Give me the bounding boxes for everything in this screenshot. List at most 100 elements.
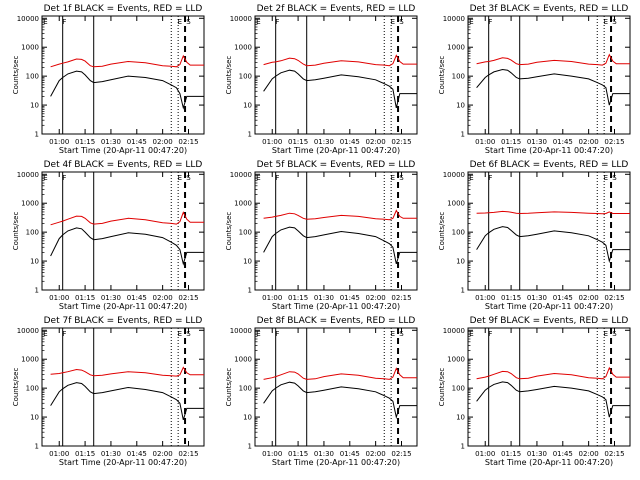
x-tick-label: 02:00: [366, 138, 386, 146]
marker-letter: F: [62, 330, 66, 338]
x-tick-label: 02:15: [604, 294, 624, 302]
x-axis-label: Start Time (20-Apr-11 00:47:20): [59, 146, 187, 155]
x-tick-label: 01:30: [101, 294, 121, 302]
x-tick-label: 01:45: [553, 294, 573, 302]
detector-panel-3: Det 3f BLACK = Events, RED = LLD 1 10 100 10…: [438, 4, 631, 155]
panel-frame: [41, 171, 205, 291]
y-axis-label: Counts/sec: [225, 368, 233, 407]
marker-letter: E: [256, 18, 260, 26]
x-tick-label: 01:15: [288, 294, 308, 302]
y-tick-label: 10: [456, 414, 465, 422]
x-tick-label: 01:30: [314, 294, 334, 302]
x-tick-label: 01:30: [314, 138, 334, 146]
panel-title: Det 1f BLACK = Events, RED = LLD: [44, 4, 203, 14]
x-tick-label: 01:45: [340, 138, 360, 146]
y-tick-label: 100: [26, 73, 39, 81]
panel-frame: [467, 171, 631, 291]
panel-frame: [254, 327, 418, 447]
y-tick-label: 10: [456, 258, 465, 266]
panel-title: Det 7f BLACK = Events, RED = LLD: [44, 316, 203, 326]
x-tick-label: 02:00: [579, 294, 599, 302]
marker-letter: S: [186, 174, 191, 182]
x-tick-label: 02:15: [178, 294, 198, 302]
x-axis-label: Start Time (20-Apr-11 00:47:20): [485, 302, 613, 311]
x-axis-label: Start Time (20-Apr-11 00:47:20): [485, 458, 613, 467]
marker-letter: E: [43, 18, 47, 26]
series-lld-line: [50, 211, 204, 226]
panel-title: Det 4f BLACK = Events, RED = LLD: [44, 160, 203, 170]
panel-frame: [41, 15, 205, 135]
series-lld-line: [50, 54, 204, 68]
x-tick-label: 01:00: [49, 450, 69, 458]
x-tick-label: 02:00: [579, 450, 599, 458]
x-tick-label: 01:15: [501, 294, 521, 302]
marker-letter: E: [604, 174, 608, 182]
panel-title: Det 8f BLACK = Events, RED = LLD: [257, 316, 416, 326]
x-tick-label: 02:15: [391, 138, 411, 146]
x-tick-label: 01:30: [527, 450, 547, 458]
y-tick-label: 10000: [443, 327, 465, 335]
panel-title: Det 2f BLACK = Events, RED = LLD: [257, 4, 416, 14]
y-tick-label: 1000: [447, 200, 465, 208]
panel-frame: [41, 327, 205, 447]
marker-letter: E: [604, 330, 608, 338]
panel-title: Det 3f BLACK = Events, RED = LLD: [470, 4, 629, 14]
y-tick-label: 10000: [17, 15, 39, 23]
x-tick-label: 01:15: [75, 450, 95, 458]
x-tick-label: 01:30: [101, 450, 121, 458]
y-tick-label: 100: [26, 385, 39, 393]
marker-letter: S: [399, 330, 404, 338]
y-tick-label: 100: [239, 385, 252, 393]
x-tick-label: 02:00: [153, 294, 173, 302]
y-tick-label: 10: [30, 102, 39, 110]
y-tick-label: 100: [26, 229, 39, 237]
detector-panel-6: Det 6f BLACK = Events, RED = LLD 1 10 100 10…: [438, 160, 631, 311]
x-tick-label: 01:15: [288, 138, 308, 146]
x-tick-label: 01:45: [340, 450, 360, 458]
x-tick-label: 01:00: [262, 294, 282, 302]
marker-letter: S: [186, 18, 191, 26]
x-tick-label: 01:00: [475, 294, 495, 302]
y-tick-label: 10: [243, 414, 252, 422]
y-tick-label: 1: [35, 287, 39, 295]
y-tick-label: 1: [461, 287, 465, 295]
series-lld-line: [263, 209, 417, 221]
y-tick-label: 1000: [234, 44, 252, 52]
x-tick-label: 02:15: [604, 450, 624, 458]
y-tick-label: 100: [452, 73, 465, 81]
y-axis-label: Counts/sec: [438, 368, 446, 407]
x-tick-label: 01:15: [288, 450, 308, 458]
marker-letter: E: [604, 18, 608, 26]
y-axis-label: Counts/sec: [225, 56, 233, 95]
x-tick-label: 02:00: [153, 138, 173, 146]
x-tick-label: 01:30: [314, 450, 334, 458]
x-axis-label: Start Time (20-Apr-11 00:47:20): [485, 146, 613, 155]
series-lld-line: [263, 367, 417, 380]
panel-title: Det 9f BLACK = Events, RED = LLD: [470, 316, 629, 326]
y-tick-label: 10000: [17, 327, 39, 335]
marker-letter: S: [612, 330, 617, 338]
series-events-line: [50, 227, 204, 266]
y-tick-label: 10000: [230, 15, 252, 23]
y-tick-label: 1: [461, 443, 465, 451]
x-tick-label: 02:15: [391, 450, 411, 458]
x-tick-label: 01:45: [127, 450, 147, 458]
series-lld-line: [476, 210, 630, 215]
y-axis-label: Counts/sec: [12, 212, 20, 251]
y-tick-label: 100: [452, 229, 465, 237]
y-tick-label: 10: [30, 258, 39, 266]
series-events-line: [263, 69, 417, 109]
x-axis-label: Start Time (20-Apr-11 00:47:20): [59, 458, 187, 467]
x-tick-label: 01:15: [501, 138, 521, 146]
detector-panel-4: Det 4f BLACK = Events, RED = LLD 1 10 100 10…: [12, 160, 205, 311]
series-events-line: [263, 226, 417, 265]
series-events-line: [476, 68, 630, 106]
x-tick-label: 01:30: [527, 294, 547, 302]
y-axis-label: Counts/sec: [12, 368, 20, 407]
x-tick-label: 02:15: [178, 138, 198, 146]
y-tick-label: 1: [248, 131, 252, 139]
panel-frame: [467, 327, 631, 447]
y-tick-label: 100: [452, 385, 465, 393]
panel-title: Det 5f BLACK = Events, RED = LLD: [257, 160, 416, 170]
